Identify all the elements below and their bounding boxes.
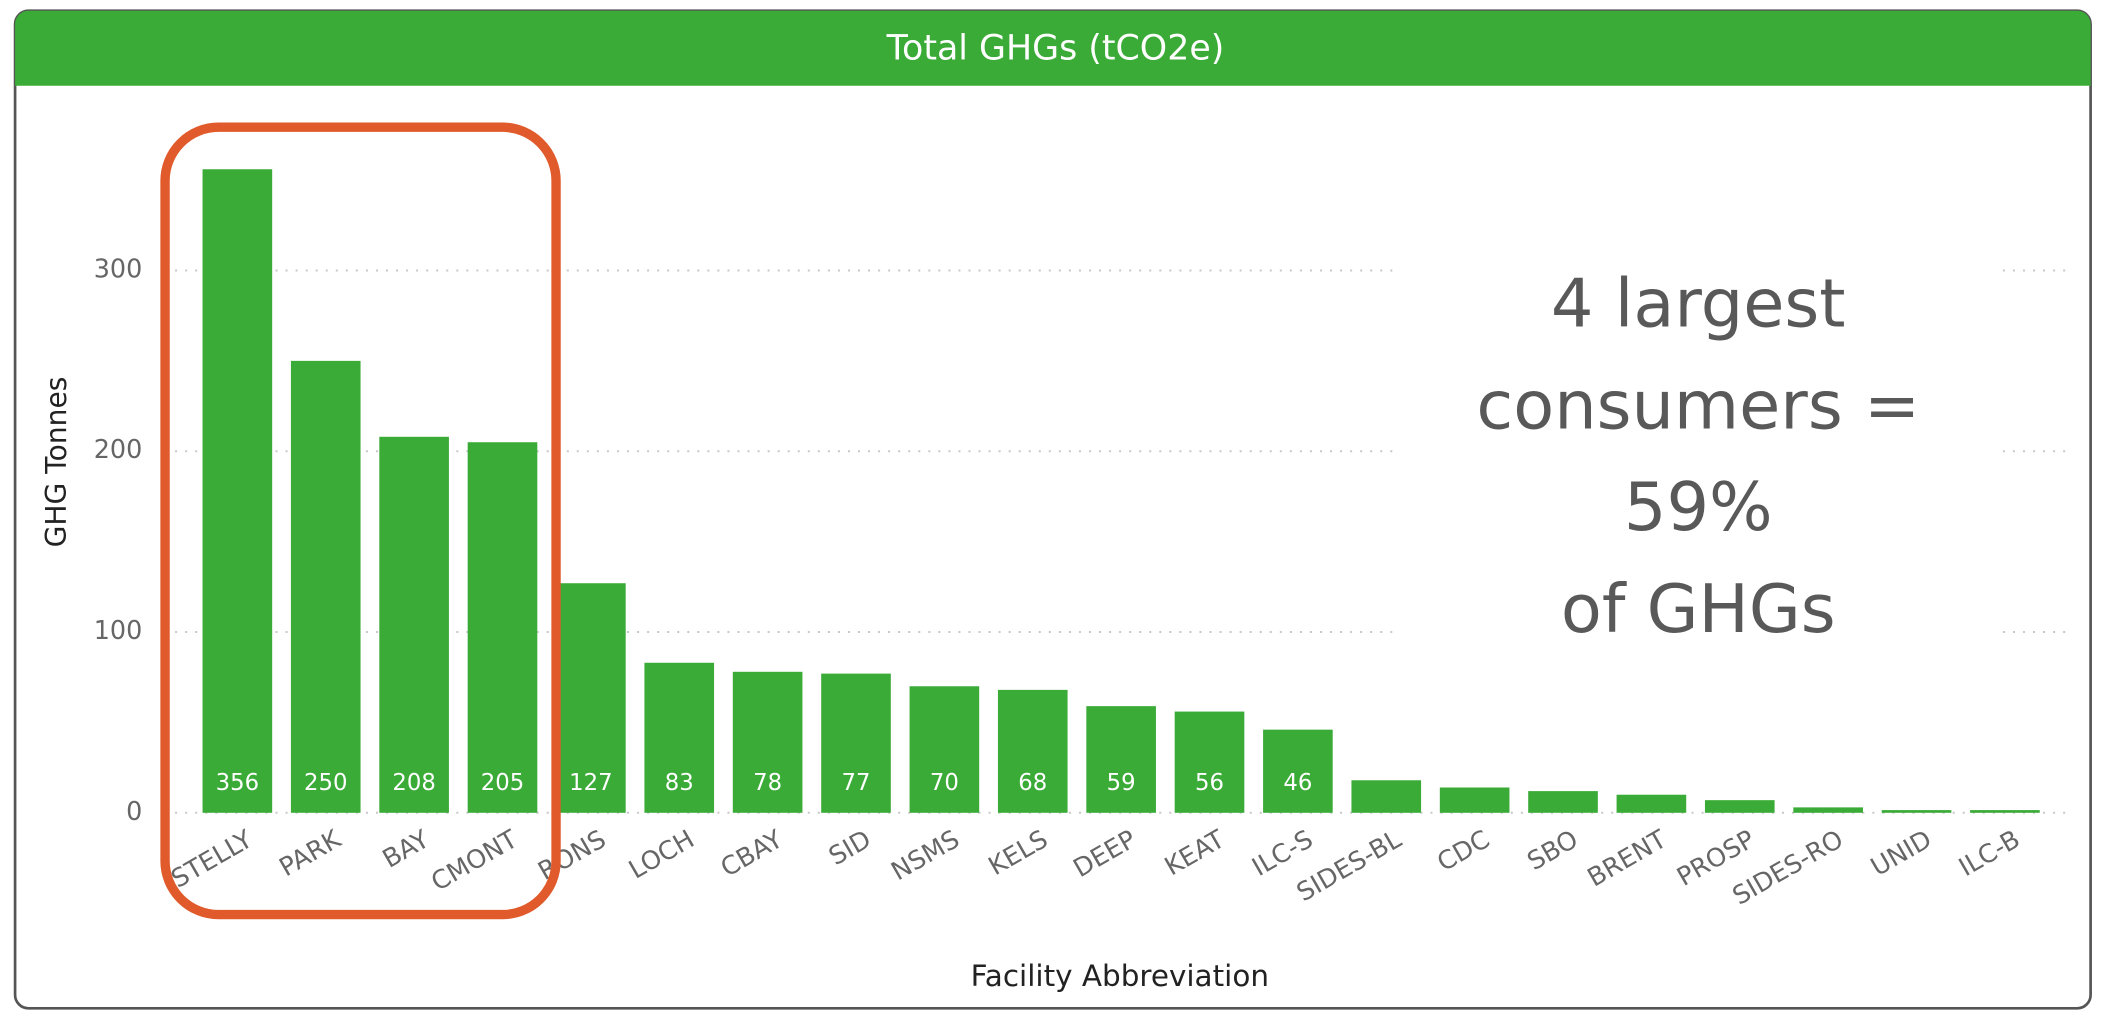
bar (1174, 711, 1245, 813)
bar (1881, 810, 1952, 813)
bar (379, 436, 449, 813)
data-label: 83 (665, 770, 694, 796)
data-label: 250 (304, 770, 347, 796)
bar (1351, 780, 1422, 813)
bar (467, 442, 538, 813)
bar (1793, 807, 1863, 813)
data-label: 59 (1107, 770, 1136, 796)
bar (1704, 800, 1775, 813)
bar (202, 169, 273, 813)
bar (1528, 791, 1598, 813)
bar (1616, 794, 1687, 813)
annotation-text: of GHGs (1561, 570, 1836, 648)
data-label: 68 (1018, 770, 1047, 796)
x-axis-title: Facility Abbreviation (971, 959, 1269, 993)
bar (290, 360, 361, 813)
data-label: 46 (1283, 770, 1312, 796)
data-label: 56 (1195, 770, 1224, 796)
y-tick-label: 200 (94, 434, 143, 464)
bar (821, 673, 891, 813)
bar (1086, 706, 1156, 813)
bar (556, 583, 626, 813)
data-label: 127 (569, 770, 612, 796)
data-label: 70 (930, 770, 959, 796)
bar (909, 686, 980, 813)
bar (1970, 810, 2040, 813)
data-label: 78 (753, 770, 782, 796)
y-tick-label: 0 (126, 796, 142, 826)
bar (1439, 787, 1510, 813)
annotation-background (1396, 241, 2000, 643)
bar (1263, 729, 1333, 813)
bar (644, 662, 715, 813)
data-label: 77 (842, 770, 871, 796)
annotation-text: 4 largest (1551, 265, 1846, 343)
highlight-box (160, 122, 561, 920)
annotation-text: consumers = (1476, 366, 1920, 444)
y-tick-label: 300 (94, 253, 143, 283)
chart-title: Total GHGs (tCO2e) (886, 29, 1225, 69)
data-label: 208 (392, 770, 435, 796)
bar (997, 689, 1068, 813)
data-label: 205 (481, 770, 524, 796)
annotation-text: 59% (1624, 468, 1773, 546)
header-bar (15, 10, 2091, 86)
y-tick-label: 100 (94, 615, 143, 645)
y-axis-title: GHG Tonnes (40, 377, 73, 548)
data-label: 356 (216, 770, 259, 796)
bar (732, 671, 803, 813)
